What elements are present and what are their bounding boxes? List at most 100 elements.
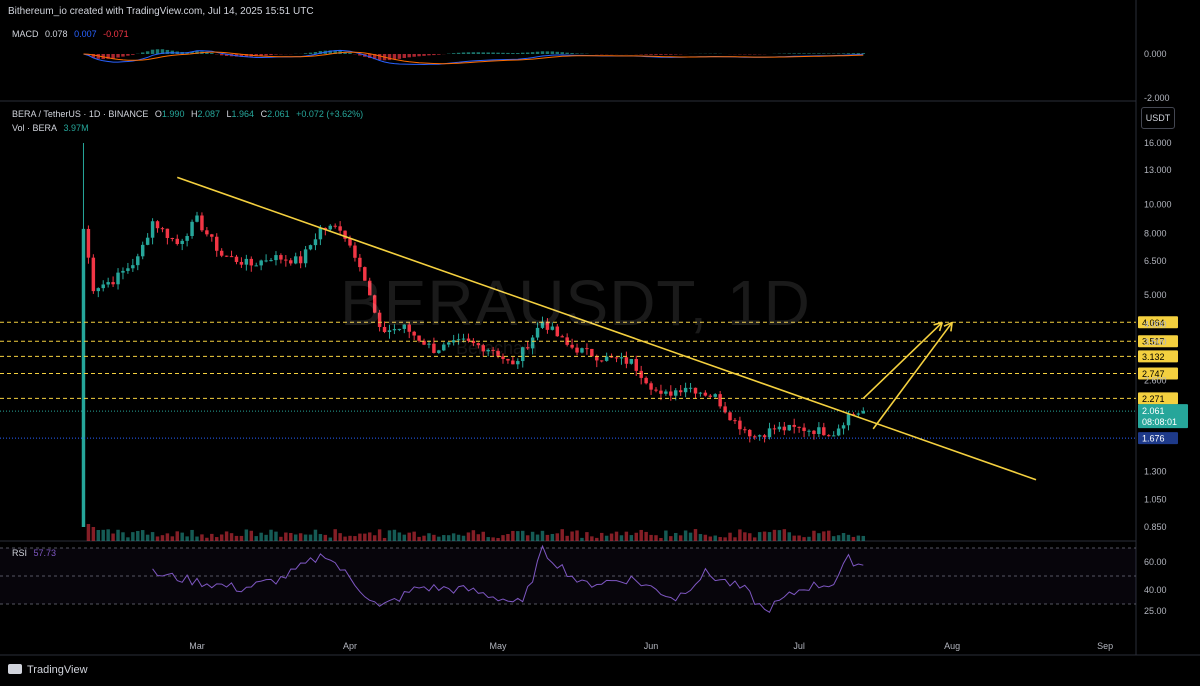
macd-tick: 0.000 — [1144, 49, 1167, 59]
macd-histogram-bar — [797, 53, 801, 54]
volume-bar — [274, 531, 278, 541]
volume-bar — [846, 534, 851, 541]
macd-histogram-bar — [239, 54, 244, 57]
macd-histogram-bar — [535, 51, 540, 54]
candle-body — [580, 348, 584, 353]
volume-bar — [555, 533, 560, 541]
candle-body — [131, 265, 135, 269]
volume-bar — [160, 535, 165, 541]
volume-bar — [121, 532, 125, 541]
macd-histogram-bar — [555, 51, 560, 54]
candle-body — [535, 327, 540, 338]
volume-bar — [298, 533, 303, 541]
currency-button[interactable]: USDT — [1141, 107, 1175, 129]
macd-histogram-bar — [131, 54, 135, 55]
volume-bar — [471, 530, 476, 541]
candle-body — [293, 256, 298, 264]
candle-body — [377, 312, 382, 327]
volume-bar — [116, 529, 120, 541]
candle-body — [343, 230, 347, 239]
candle-body — [269, 260, 273, 262]
macd-histogram-bar — [372, 54, 377, 60]
candle-body — [338, 226, 342, 231]
candle-body — [674, 390, 678, 396]
candle-body — [96, 288, 101, 292]
macd-histogram-bar — [471, 52, 476, 54]
price-tick: 1.050 — [1144, 494, 1167, 504]
candle-body — [856, 413, 861, 415]
candle-body — [446, 342, 451, 345]
volume-bar — [96, 530, 101, 541]
volume-bar — [659, 537, 663, 541]
volume-bar — [644, 531, 648, 541]
open-value: 1.990 — [161, 109, 185, 119]
macd-histogram-bar — [387, 54, 392, 61]
macd-histogram-bar — [348, 52, 352, 54]
macd-histogram-bar — [269, 54, 273, 56]
volume-bar — [861, 535, 866, 541]
volume-bar — [619, 535, 624, 541]
candle-body — [150, 221, 155, 238]
candle-body — [802, 427, 806, 431]
candle-body — [545, 321, 550, 330]
candle-body — [590, 348, 594, 357]
candle-body — [116, 272, 120, 285]
macd-histogram-bar — [91, 54, 96, 58]
macd-histogram-bar — [165, 49, 170, 54]
volume-bar — [748, 533, 752, 541]
candle-body — [757, 435, 762, 437]
volume-bar — [851, 536, 856, 541]
volume-bar — [387, 530, 392, 541]
volume-bar — [131, 532, 135, 541]
volume-bar — [595, 537, 599, 541]
volume-bar — [269, 529, 273, 541]
candle-body — [827, 435, 831, 437]
macd-histogram-bar — [422, 54, 426, 56]
candle-body — [219, 250, 224, 256]
macd-histogram-bar — [560, 52, 564, 54]
volume-bar — [831, 536, 836, 541]
candle-body — [244, 258, 249, 265]
volume-bar — [86, 524, 91, 541]
candle-body — [81, 228, 86, 527]
macd-histogram-bar — [358, 54, 362, 56]
macd-histogram-bar — [461, 52, 466, 54]
macd-legend[interactable]: MACD 0.078 0.007 -0.071 — [12, 29, 133, 39]
candle-body — [91, 257, 96, 292]
rsi-legend[interactable]: RSI 57.73 — [12, 548, 60, 558]
macd-histogram-bar — [205, 52, 209, 54]
close-label: C — [260, 109, 268, 119]
candle-body — [585, 348, 589, 350]
volume-bar — [180, 532, 184, 541]
candle-body — [599, 360, 604, 362]
candle-body — [540, 321, 545, 328]
candle-body — [506, 358, 510, 361]
price-tick: 2.600 — [1144, 376, 1167, 386]
tradingview-logo[interactable]: TradingView — [8, 664, 88, 676]
volume-bar — [446, 535, 451, 541]
candle-body — [861, 411, 866, 414]
macd-histogram-bar — [417, 54, 421, 57]
volume-bar — [792, 535, 796, 541]
candle-body — [289, 260, 293, 264]
candle-body — [703, 392, 708, 396]
volume-bar — [511, 530, 515, 541]
level-tag — [1138, 316, 1178, 329]
volume-bar — [654, 535, 658, 541]
volume-legend[interactable]: Vol · BERA 3.97M — [12, 123, 93, 133]
candle-body — [298, 256, 303, 264]
candle-body — [185, 235, 189, 241]
volume-bar — [229, 533, 234, 541]
candle-body — [525, 347, 530, 349]
volume-bar — [190, 529, 194, 541]
candle-body — [669, 391, 673, 396]
macd-histogram-bar — [318, 51, 323, 54]
volume-bar — [718, 537, 722, 541]
candle-body — [224, 255, 229, 257]
volume-bar — [599, 532, 604, 541]
symbol-legend[interactable]: BERA / TetherUS · 1D · BINANCE O1.990 H2… — [12, 109, 367, 119]
volume-bar — [481, 531, 485, 541]
macd-name: MACD — [12, 29, 39, 39]
volume-bar — [743, 532, 747, 541]
candle-body — [111, 282, 115, 285]
